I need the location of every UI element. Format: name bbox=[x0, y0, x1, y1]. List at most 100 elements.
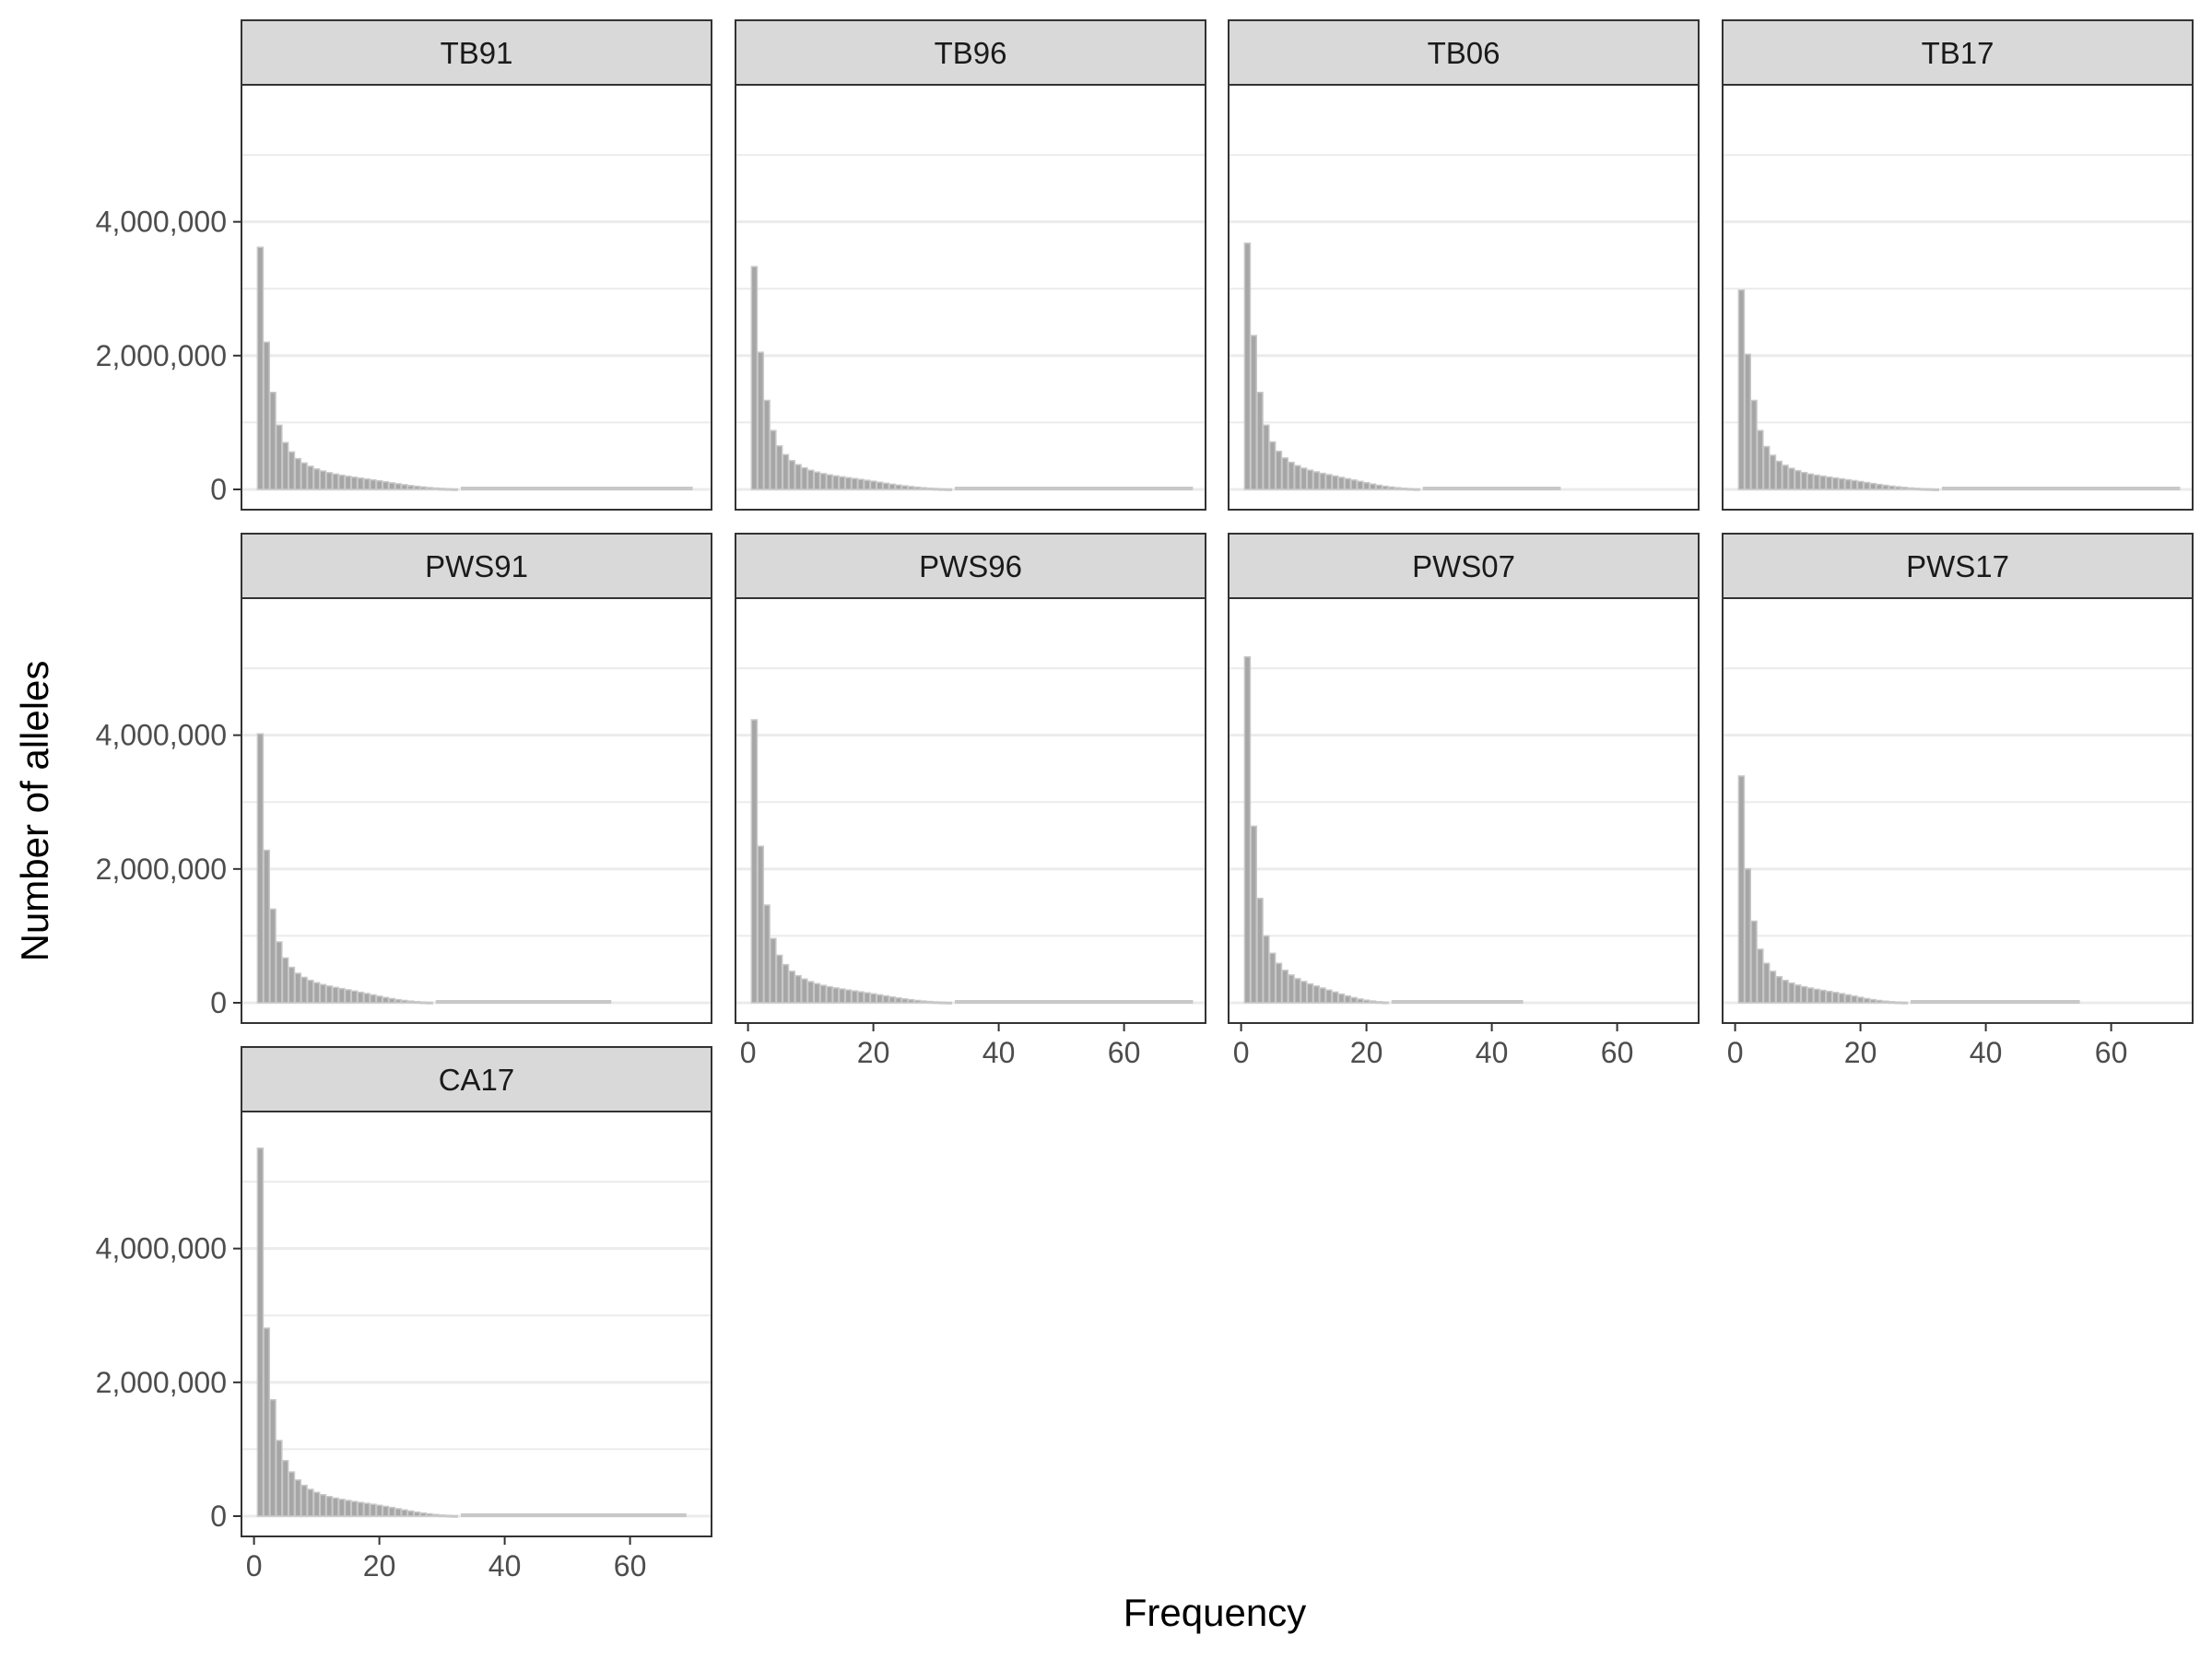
bar bbox=[1876, 999, 1883, 1004]
bar bbox=[806, 981, 815, 1004]
y-tick-label: 2,000,000 bbox=[96, 1366, 227, 1399]
panel-tb17: TB17 bbox=[1722, 19, 2194, 511]
bar bbox=[269, 908, 276, 1004]
bar bbox=[757, 351, 765, 490]
bar bbox=[1794, 469, 1802, 490]
bar bbox=[1406, 488, 1415, 491]
strip-label: PWS17 bbox=[1906, 549, 2009, 583]
panel-border bbox=[735, 84, 1206, 511]
bar bbox=[1350, 479, 1358, 490]
bar bbox=[363, 1502, 371, 1517]
bar bbox=[288, 451, 296, 490]
strip-label: TB06 bbox=[1428, 36, 1500, 70]
bar bbox=[888, 995, 896, 1004]
strip-background bbox=[735, 19, 1206, 86]
panel-border bbox=[241, 597, 712, 1024]
panel-pws96: PWS96 0 20 40 60 bbox=[735, 533, 1206, 1069]
bar bbox=[419, 486, 428, 490]
bar bbox=[1818, 475, 1827, 490]
bar bbox=[1844, 994, 1852, 1004]
bar bbox=[1869, 998, 1877, 1004]
panel-border bbox=[1228, 84, 1700, 511]
bar bbox=[1856, 996, 1865, 1004]
bar bbox=[375, 1504, 383, 1517]
bar bbox=[788, 460, 796, 490]
bar bbox=[1319, 987, 1326, 1004]
strip-background bbox=[735, 533, 1206, 599]
bar bbox=[1744, 868, 1752, 1004]
bar bbox=[1337, 993, 1346, 1004]
panels-layer: TB91 0 2,000,000 4,000,000 TB96 TB06 TB17 PWS91… bbox=[96, 19, 2194, 1583]
x-tick-label: 20 bbox=[857, 1036, 890, 1069]
bar bbox=[263, 1327, 271, 1517]
bar bbox=[288, 966, 296, 1004]
bar bbox=[1344, 477, 1352, 490]
bar bbox=[369, 1503, 377, 1517]
panel-tb06: TB06 bbox=[1228, 19, 1700, 511]
bar bbox=[1863, 997, 1871, 1004]
bar bbox=[932, 488, 940, 491]
bar bbox=[375, 995, 383, 1004]
bar bbox=[1831, 992, 1840, 1004]
bar bbox=[325, 472, 334, 490]
bar bbox=[750, 719, 759, 1004]
bar bbox=[844, 989, 853, 1004]
bar bbox=[413, 1001, 421, 1005]
bar bbox=[938, 488, 947, 491]
bar bbox=[1762, 445, 1771, 490]
bar bbox=[1744, 353, 1752, 490]
bar bbox=[775, 954, 783, 1004]
bar bbox=[312, 468, 321, 490]
bar bbox=[438, 488, 446, 491]
bar bbox=[388, 997, 396, 1004]
bar bbox=[1293, 978, 1301, 1004]
bar bbox=[394, 483, 402, 490]
bar bbox=[444, 1514, 453, 1518]
bar bbox=[300, 1484, 308, 1517]
bar bbox=[1782, 465, 1789, 490]
bar bbox=[294, 1479, 302, 1517]
bar bbox=[1750, 920, 1758, 1004]
bar bbox=[344, 989, 352, 1004]
bar bbox=[876, 481, 884, 490]
bar bbox=[932, 1001, 940, 1005]
bar bbox=[794, 974, 802, 1004]
bar bbox=[256, 246, 265, 490]
bar bbox=[1306, 982, 1314, 1004]
bar bbox=[375, 479, 383, 490]
panel-pws91: PWS91 0 2,000,000 4,000,000 bbox=[96, 533, 712, 1024]
bar bbox=[451, 488, 459, 491]
bar bbox=[1250, 825, 1258, 1004]
bar bbox=[1369, 1000, 1377, 1004]
bar bbox=[1881, 484, 1889, 490]
bar bbox=[1324, 474, 1333, 490]
bar bbox=[1769, 454, 1777, 490]
bar bbox=[419, 1001, 428, 1005]
bar bbox=[400, 484, 408, 490]
strip-label: TB17 bbox=[1922, 36, 1994, 70]
bar bbox=[438, 1514, 446, 1518]
x-tick-label: 20 bbox=[1350, 1036, 1383, 1069]
bar bbox=[332, 473, 339, 490]
bar bbox=[344, 476, 352, 490]
bar bbox=[350, 990, 359, 1004]
y-tick-label: 2,000,000 bbox=[96, 339, 227, 372]
strip-background bbox=[1722, 19, 2194, 86]
bar bbox=[894, 484, 902, 490]
bar bbox=[394, 998, 402, 1004]
bar bbox=[1750, 399, 1758, 490]
bar bbox=[1375, 484, 1383, 490]
bar bbox=[1900, 487, 1909, 490]
bar bbox=[426, 487, 433, 490]
bar bbox=[319, 983, 327, 1004]
bar bbox=[894, 997, 902, 1004]
bar bbox=[1394, 487, 1402, 490]
bar bbox=[863, 479, 871, 490]
bar bbox=[332, 1497, 339, 1517]
bar bbox=[419, 1512, 428, 1517]
bar bbox=[369, 994, 377, 1004]
bar bbox=[1362, 999, 1371, 1004]
bar bbox=[281, 957, 289, 1004]
bar bbox=[819, 473, 828, 490]
bar bbox=[382, 996, 390, 1004]
